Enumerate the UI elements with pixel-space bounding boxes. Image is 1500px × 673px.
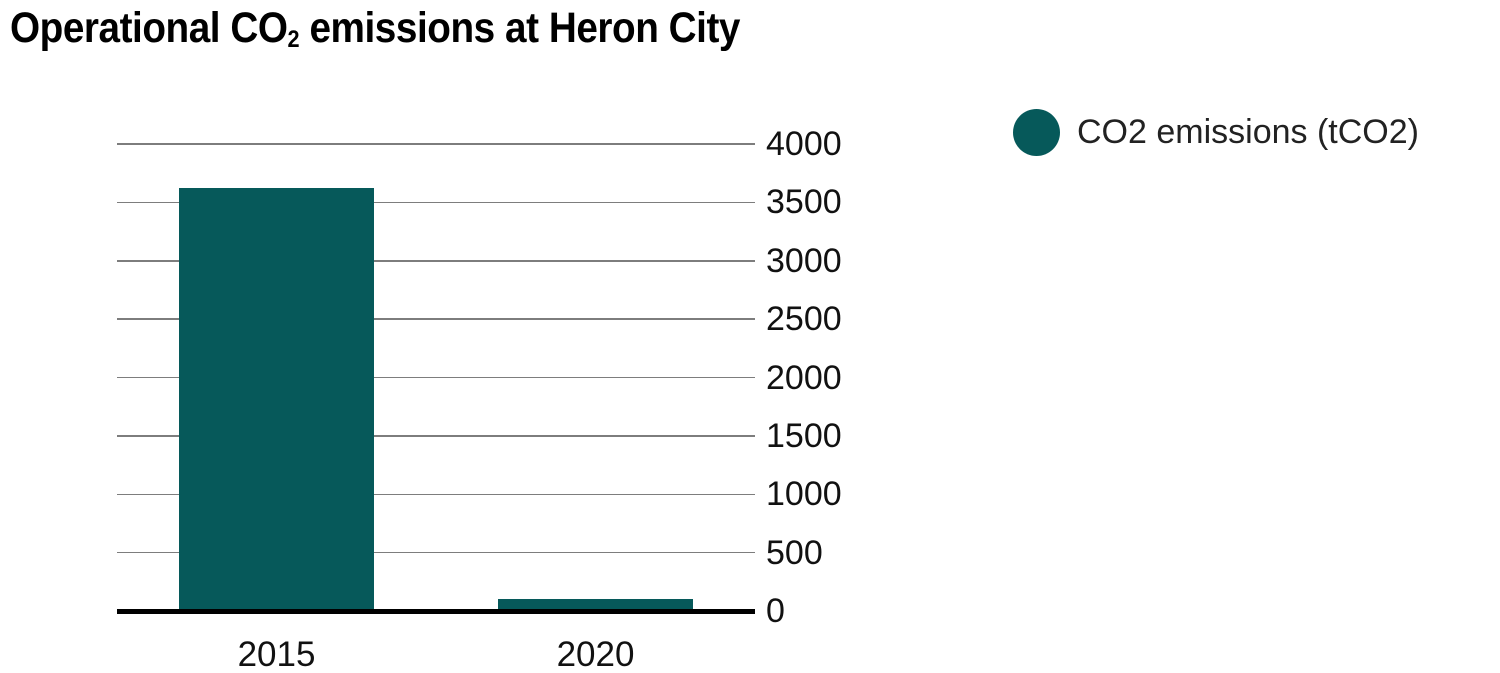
gridline-3500 bbox=[117, 201, 755, 204]
y-tick-label-3500: 3500 bbox=[766, 183, 842, 222]
y-tick-label-2000: 2000 bbox=[766, 358, 842, 397]
x-tick-label-2015: 2015 bbox=[237, 635, 316, 673]
bar-2020 bbox=[498, 599, 693, 611]
chart-title-prefix: Operational CO bbox=[10, 4, 288, 52]
chart-title-subscript: 2 bbox=[287, 26, 300, 54]
gridline-2500 bbox=[117, 318, 755, 320]
gridline-500 bbox=[117, 551, 755, 554]
gridline-4000 bbox=[117, 143, 755, 145]
y-tick-label-1500: 1500 bbox=[766, 416, 842, 455]
chart-title: Operational CO2 emissions at Heron City bbox=[10, 4, 740, 53]
y-tick-label-2500: 2500 bbox=[766, 300, 842, 339]
gridline-3000 bbox=[117, 260, 755, 262]
y-tick-label-0: 0 bbox=[766, 592, 785, 630]
gridline-1500 bbox=[117, 435, 755, 437]
x-axis-line bbox=[117, 608, 755, 614]
x-tick-label-2020: 2020 bbox=[556, 635, 635, 673]
y-tick-label-1000: 1000 bbox=[766, 475, 842, 514]
legend-label: CO2 emissions (tCO2) bbox=[1077, 113, 1419, 152]
y-tick-label-4000: 4000 bbox=[766, 125, 842, 163]
legend-marker-circle-icon bbox=[1013, 109, 1060, 156]
chart-title-suffix: emissions at Heron City bbox=[299, 4, 740, 52]
legend: CO2 emissions (tCO2) bbox=[1013, 109, 1419, 156]
bar-2015 bbox=[179, 188, 374, 611]
gridline-1000 bbox=[117, 493, 755, 495]
plot-area: 0 500 1000 1500 2000 2500 3000 3500 4000 2015 2020 bbox=[117, 127, 842, 672]
y-tick-label-3000: 3000 bbox=[766, 241, 842, 280]
y-tick-label-500: 500 bbox=[766, 533, 823, 572]
gridline-2000 bbox=[117, 376, 755, 379]
